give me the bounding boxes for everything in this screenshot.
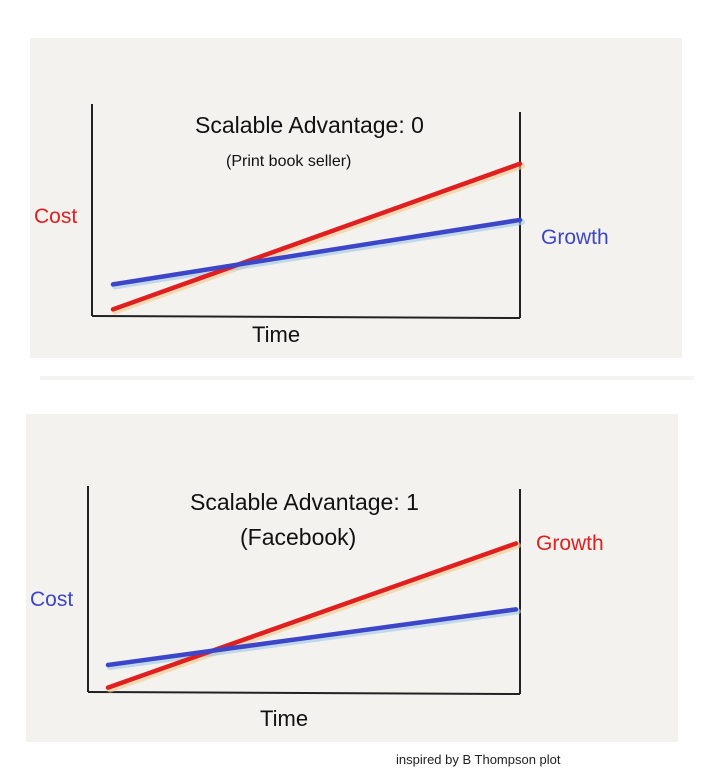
chart-2-series-2-glow (107, 608, 521, 670)
chart-1-x-label: Time (252, 322, 300, 347)
chart-1-right-label: Growth (541, 226, 609, 249)
chart-1-series-cost-line (110, 161, 523, 312)
chart-2-title: Scalable Advantage: 1 (190, 489, 419, 515)
chart-2-subtitle: (Facebook) (240, 524, 356, 550)
chart-2-series-growth-line (105, 541, 519, 690)
chart-2-left-label: Cost (30, 588, 73, 611)
chart-1-title: Scalable Advantage: 0 (195, 112, 424, 138)
chart-1-series-growth-line (110, 217, 523, 287)
chart-1-x-axis (91, 315, 521, 319)
divider (40, 376, 694, 380)
chart-1: Scalable Advantage: 0 (Print book seller… (34, 104, 609, 347)
chart-1-left-label: Cost (34, 205, 77, 228)
chart-1-series-group (110, 161, 525, 315)
chart-1-series-1-glow (112, 162, 525, 315)
credit-text: inspired by B Thompson plot (396, 752, 561, 767)
chart-2-x-axis (87, 691, 521, 695)
chart-2-right-label: Growth (536, 532, 604, 555)
chart-2-series-cost-line (105, 607, 519, 668)
chart-2-series-group (105, 541, 521, 693)
chart-1-subtitle: (Print book seller) (226, 153, 351, 170)
chart-1-series-2-glow (112, 218, 525, 290)
chart-2-series-1-glow (107, 542, 521, 693)
chart-2-x-label: Time (260, 706, 308, 731)
chart-2: Scalable Advantage: 1 (Facebook) Time Co… (30, 486, 604, 731)
chart-panel-bottom (26, 414, 678, 742)
